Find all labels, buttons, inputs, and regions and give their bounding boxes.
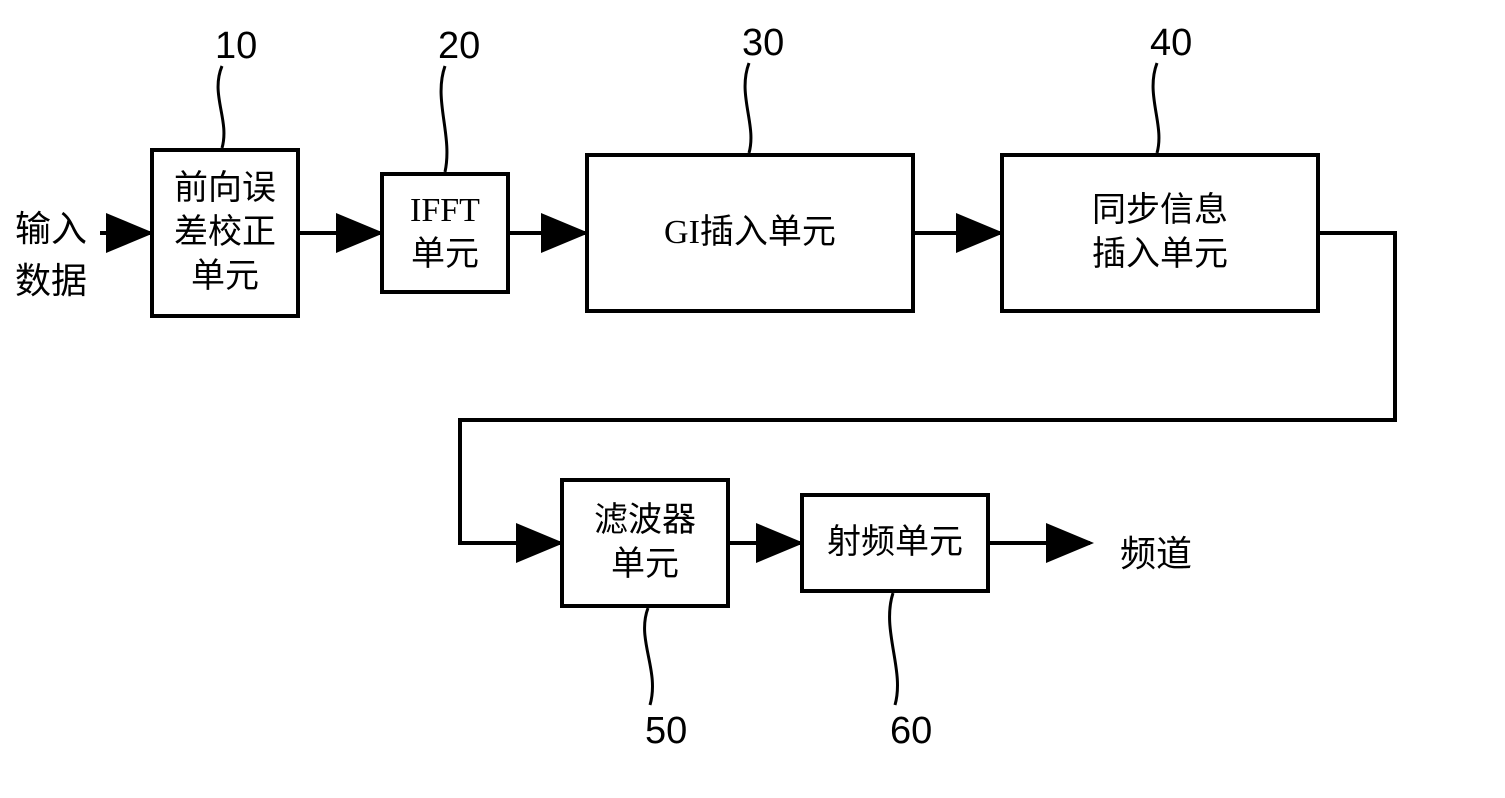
- block-gi-text: GI插入单元: [664, 211, 836, 255]
- block-sync: 同步信息 插入单元: [1000, 153, 1320, 313]
- ref-40: 40: [1150, 22, 1192, 65]
- block-fec-text: 前向误 差校正 单元: [174, 167, 276, 300]
- ref-60: 60: [890, 710, 932, 753]
- block-ifft: IFFT 单元: [380, 172, 510, 294]
- block-sync-text: 同步信息 插入单元: [1092, 189, 1228, 277]
- block-gi: GI插入单元: [585, 153, 915, 313]
- block-filter-text: 滤波器 单元: [594, 499, 696, 587]
- block-filter: 滤波器 单元: [560, 478, 730, 608]
- connections-svg: [0, 0, 1505, 798]
- block-ifft-text: IFFT 单元: [410, 189, 480, 277]
- ref-20: 20: [438, 25, 480, 68]
- ref-30: 30: [742, 22, 784, 65]
- ref-10: 10: [215, 25, 257, 68]
- block-fec: 前向误 差校正 单元: [150, 148, 300, 318]
- block-rf: 射频单元: [800, 493, 990, 593]
- flowchart-diagram: 输入 数据 前向误 差校正 单元 10 IFFT 单元 20 GI插入单元 30…: [0, 0, 1505, 798]
- ref-50: 50: [645, 710, 687, 753]
- input-label: 输入 数据: [15, 200, 87, 304]
- output-label: 频道: [1120, 525, 1192, 577]
- block-rf-text: 射频单元: [827, 521, 963, 565]
